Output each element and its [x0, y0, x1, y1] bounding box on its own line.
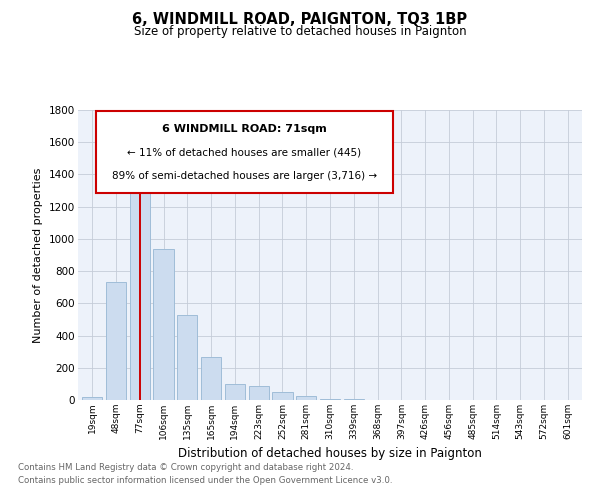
- Text: 6, WINDMILL ROAD, PAIGNTON, TQ3 1BP: 6, WINDMILL ROAD, PAIGNTON, TQ3 1BP: [133, 12, 467, 28]
- Bar: [344, 399, 364, 400]
- Bar: [106, 282, 126, 400]
- Text: ← 11% of detached houses are smaller (445): ← 11% of detached houses are smaller (44…: [127, 148, 361, 158]
- Bar: [296, 396, 316, 400]
- Bar: [201, 356, 221, 400]
- Bar: [82, 397, 103, 400]
- Text: Contains public sector information licensed under the Open Government Licence v3: Contains public sector information licen…: [18, 476, 392, 485]
- Text: 89% of semi-detached houses are larger (3,716) →: 89% of semi-detached houses are larger (…: [112, 171, 377, 181]
- Y-axis label: Number of detached properties: Number of detached properties: [34, 168, 43, 342]
- Text: Contains HM Land Registry data © Crown copyright and database right 2024.: Contains HM Land Registry data © Crown c…: [18, 462, 353, 471]
- Bar: [320, 399, 340, 400]
- Bar: [154, 250, 173, 400]
- Bar: [225, 384, 245, 400]
- Text: 6 WINDMILL ROAD: 71sqm: 6 WINDMILL ROAD: 71sqm: [162, 124, 326, 134]
- Bar: [177, 314, 197, 400]
- FancyBboxPatch shape: [95, 112, 393, 192]
- Bar: [130, 170, 150, 400]
- Bar: [272, 392, 293, 400]
- X-axis label: Distribution of detached houses by size in Paignton: Distribution of detached houses by size …: [178, 448, 482, 460]
- Bar: [248, 386, 269, 400]
- Text: Size of property relative to detached houses in Paignton: Size of property relative to detached ho…: [134, 25, 466, 38]
